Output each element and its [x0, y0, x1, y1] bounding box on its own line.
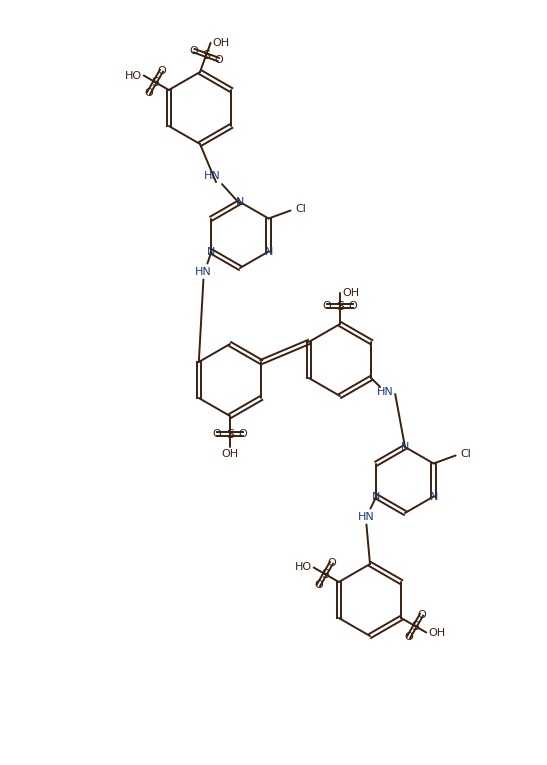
Text: HN: HN — [358, 512, 375, 522]
Text: O: O — [238, 429, 247, 439]
Text: N: N — [373, 491, 381, 502]
Text: O: O — [213, 429, 222, 439]
Text: O: O — [348, 301, 357, 311]
Text: HO: HO — [295, 562, 312, 572]
Text: Cl: Cl — [295, 203, 306, 213]
Text: O: O — [314, 581, 323, 591]
Text: OH: OH — [213, 38, 230, 48]
Text: N: N — [429, 491, 438, 502]
Text: OH: OH — [222, 449, 238, 459]
Text: N: N — [401, 442, 409, 452]
Text: HN: HN — [195, 266, 212, 276]
Text: OH: OH — [428, 627, 445, 637]
Text: S: S — [411, 620, 419, 633]
Text: O: O — [157, 66, 166, 76]
Text: N: N — [236, 197, 244, 207]
Text: O: O — [327, 558, 336, 568]
Text: O: O — [190, 46, 199, 56]
Text: HN: HN — [377, 387, 393, 397]
Text: N: N — [264, 246, 273, 256]
Text: N: N — [207, 246, 216, 256]
Text: S: S — [202, 49, 210, 62]
Text: O: O — [214, 54, 223, 64]
Text: S: S — [336, 300, 344, 312]
Text: S: S — [151, 76, 159, 89]
Text: O: O — [417, 610, 426, 620]
Text: S: S — [321, 568, 329, 581]
Text: HO: HO — [125, 70, 142, 80]
Text: Cl: Cl — [460, 448, 471, 458]
Text: OH: OH — [342, 288, 359, 298]
Text: HN: HN — [203, 171, 220, 181]
Text: O: O — [144, 88, 153, 98]
Text: O: O — [323, 301, 331, 311]
Text: O: O — [404, 632, 413, 643]
Text: S: S — [226, 428, 234, 441]
